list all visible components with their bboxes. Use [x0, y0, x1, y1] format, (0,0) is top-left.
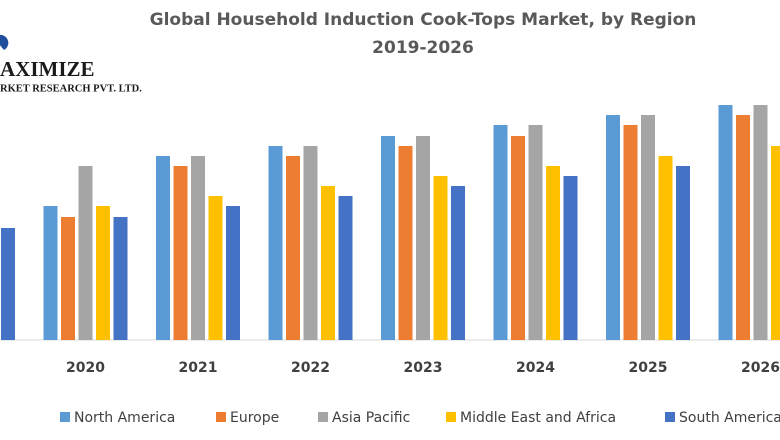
bar: [641, 115, 655, 340]
bar: [43, 206, 58, 340]
legend-swatch: [665, 412, 675, 422]
chart-title: Global Household Induction Cook-Tops Mar…: [150, 10, 697, 30]
bar: [338, 196, 353, 340]
bar: [321, 186, 335, 340]
bar: [113, 217, 128, 340]
x-tick-label: 2024: [516, 360, 555, 376]
bar: [416, 136, 430, 340]
bar: [381, 136, 395, 340]
legend-label: Middle East and Africa: [460, 410, 616, 426]
legend-label: North America: [74, 410, 175, 426]
bar: [658, 156, 673, 340]
bar: [563, 176, 578, 340]
x-tick-label: 2025: [629, 360, 668, 376]
bar: [511, 136, 525, 340]
bar: [718, 105, 733, 340]
bar: [736, 115, 750, 340]
legend-label: South America: [679, 410, 780, 426]
bar: [191, 156, 205, 340]
bar: [433, 176, 448, 340]
chart-subtitle: 2019-2026: [372, 38, 474, 58]
legend-swatch: [318, 412, 328, 422]
legend-swatch: [216, 412, 226, 422]
bar: [156, 156, 170, 340]
bar: [606, 115, 620, 340]
logo-text: AXIMIZE: [0, 57, 95, 81]
bar: [676, 166, 690, 340]
bar: [303, 146, 318, 340]
bar: [268, 146, 283, 340]
bar: [61, 217, 75, 340]
x-tick-label: 2022: [291, 360, 330, 376]
bar: [623, 125, 638, 340]
bar: [398, 146, 413, 340]
legend-swatch: [446, 412, 456, 422]
bar: [546, 166, 560, 340]
x-tick-label: 2020: [66, 360, 105, 376]
legend-label: Asia Pacific: [332, 410, 410, 426]
bar: [96, 206, 110, 340]
bar: [528, 125, 543, 340]
bar: [226, 206, 240, 340]
legend-label: Europe: [230, 410, 279, 426]
bar: [78, 166, 93, 340]
x-tick-label: 2026: [741, 360, 780, 376]
bar: [1, 228, 15, 340]
logo-subtext: RKET RESEARCH PVT. LTD.: [0, 83, 142, 94]
bar: [771, 146, 780, 340]
bar: [753, 105, 768, 340]
bar: [173, 166, 188, 340]
bar: [493, 125, 508, 340]
x-tick-label: 2021: [179, 360, 218, 376]
bar: [451, 186, 465, 340]
bar: [286, 156, 300, 340]
logo-icon: [0, 34, 9, 50]
bar: [208, 196, 223, 340]
legend-swatch: [60, 412, 70, 422]
x-tick-label: 2023: [404, 360, 443, 376]
